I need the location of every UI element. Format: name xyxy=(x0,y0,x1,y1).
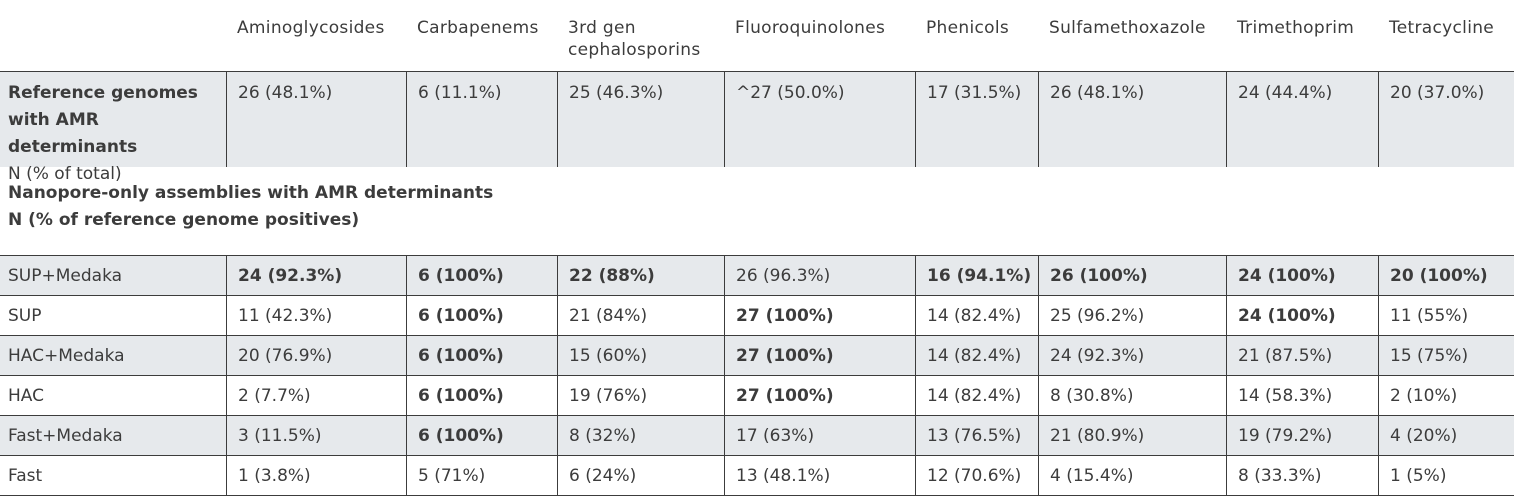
table-cell: 14 (82.4%) xyxy=(915,296,1038,335)
corner-header-cell xyxy=(0,0,226,71)
table-cell: 17 (63%) xyxy=(724,416,915,455)
table-cell: 24 (92.3%) xyxy=(226,256,406,295)
table-cell: 21 (80.9%) xyxy=(1038,416,1226,455)
table-cell: 20 (100%) xyxy=(1378,256,1514,295)
reference-value-cell: 17 (31.5%) xyxy=(915,72,1038,167)
table-row: Fast+Medaka 3 (11.5%) 6 (100%) 8 (32%) 17 (6… xyxy=(0,416,1514,456)
table-cell: 19 (76%) xyxy=(557,376,724,415)
reference-label-line2: with AMR determinants xyxy=(8,110,138,157)
column-header-tetracycline: Tetracycline xyxy=(1389,18,1495,38)
section-heading-line1: Nanopore-only assemblies with AMR determ… xyxy=(8,183,494,203)
table-cell: 13 (76.5%) xyxy=(915,416,1038,455)
reference-value-cell: 20 (37.0%) xyxy=(1378,72,1514,167)
table-cell: 11 (55%) xyxy=(1378,296,1514,335)
table-cell: 14 (82.4%) xyxy=(915,376,1038,415)
column-header-cephalosporins: 3rd gen cephalosporins xyxy=(557,0,724,71)
column-header-sulfamethoxazole: Sulfamethoxazole xyxy=(1049,18,1206,38)
column-header-aminoglycosides: Aminoglycosides xyxy=(237,18,385,38)
table-row: HAC+Medaka 20 (76.9%) 6 (100%) 15 (60%) 27 (… xyxy=(0,336,1514,376)
table-cell: 15 (75%) xyxy=(1378,336,1514,375)
table-cell: 1 (5%) xyxy=(1378,456,1514,495)
table-cell: 21 (87.5%) xyxy=(1226,336,1378,375)
table-cell: 13 (48.1%) xyxy=(724,456,915,495)
table-cell: 22 (88%) xyxy=(557,256,724,295)
table-cell: 8 (32%) xyxy=(557,416,724,455)
section-heading-line2: N (% of reference genome positives) xyxy=(8,210,360,230)
table-cell: 5 (71%) xyxy=(406,456,557,495)
table-cell: 24 (100%) xyxy=(1226,296,1378,335)
table-cell: 27 (100%) xyxy=(724,336,915,375)
reference-value-cell: 26 (48.1%) xyxy=(1038,72,1226,167)
table-row: HAC 2 (7.7%) 6 (100%) 19 (76%) 27 (100%) 14 (… xyxy=(0,376,1514,416)
column-header-fluoroquinolones: Fluoroquinolones xyxy=(735,18,886,38)
table-cell: 4 (20%) xyxy=(1378,416,1514,455)
column-header-cephalosporins-line1: 3rd gen xyxy=(568,18,636,38)
column-header-phenicols: Phenicols xyxy=(926,18,1010,38)
table-cell: 8 (33.3%) xyxy=(1226,456,1378,495)
table-cell: 27 (100%) xyxy=(724,296,915,335)
reference-genomes-row: Reference genomes with AMR determinants … xyxy=(0,72,1514,184)
table-cell: 25 (96.2%) xyxy=(1038,296,1226,335)
table-cell: 24 (100%) xyxy=(1226,256,1378,295)
table-cell: 3 (11.5%) xyxy=(226,416,406,455)
table-cell: 19 (79.2%) xyxy=(1226,416,1378,455)
table-cell: 20 (76.9%) xyxy=(226,336,406,375)
table-cell: 27 (100%) xyxy=(724,376,915,415)
table-cell: 26 (100%) xyxy=(1038,256,1226,295)
reference-value-cell: 6 (11.1%) xyxy=(406,72,557,167)
row-label: Fast xyxy=(8,466,43,486)
table-cell: 6 (100%) xyxy=(406,416,557,455)
column-header-carbapenems: Carbapenems xyxy=(417,18,539,38)
table-cell: 21 (84%) xyxy=(557,296,724,335)
row-label: Fast+Medaka xyxy=(8,426,123,446)
table-row: SUP+Medaka 24 (92.3%) 6 (100%) 22 (88%) 26 (… xyxy=(0,256,1514,296)
table-cell: 8 (30.8%) xyxy=(1038,376,1226,415)
table-cell: 4 (15.4%) xyxy=(1038,456,1226,495)
table-cell: 26 (96.3%) xyxy=(724,256,915,295)
table-cell: 6 (24%) xyxy=(557,456,724,495)
reference-label-line3: N (% of total) xyxy=(8,164,122,184)
table-cell: 2 (10%) xyxy=(1378,376,1514,415)
table-cell: 6 (100%) xyxy=(406,376,557,415)
row-label: HAC+Medaka xyxy=(8,346,125,366)
table-cell: 24 (92.3%) xyxy=(1038,336,1226,375)
table-row: SUP 11 (42.3%) 6 (100%) 21 (84%) 27 (100%) 14… xyxy=(0,296,1514,336)
reference-label-line1: Reference genomes xyxy=(8,83,198,103)
table-cell: 14 (82.4%) xyxy=(915,336,1038,375)
table-cell: 6 (100%) xyxy=(406,336,557,375)
table-row: Fast 1 (3.8%) 5 (71%) 6 (24%) 13 (48.1%) 12 (… xyxy=(0,456,1514,496)
reference-value-cell: 25 (46.3%) xyxy=(557,72,724,167)
column-header-row: Aminoglycosides Carbapenems 3rd gen cepha… xyxy=(0,0,1514,72)
reference-value-cell: 26 (48.1%) xyxy=(226,72,406,167)
reference-row-label: Reference genomes with AMR determinants … xyxy=(0,72,226,184)
row-label: SUP+Medaka xyxy=(8,266,123,286)
table-cell: 6 (100%) xyxy=(406,296,557,335)
table-cell: 11 (42.3%) xyxy=(226,296,406,335)
column-header-cephalosporins-line2: cephalosporins xyxy=(568,40,701,60)
column-header-trimethoprim: Trimethoprim xyxy=(1237,18,1355,38)
table-cell: 14 (58.3%) xyxy=(1226,376,1378,415)
data-rows: SUP+Medaka 24 (92.3%) 6 (100%) 22 (88%) 26 (… xyxy=(0,256,1514,496)
section-heading: Nanopore-only assemblies with AMR determ… xyxy=(0,167,1514,256)
table-cell: 2 (7.7%) xyxy=(226,376,406,415)
table-cell: 15 (60%) xyxy=(557,336,724,375)
table-cell: 12 (70.6%) xyxy=(915,456,1038,495)
table-cell: 16 (94.1%) xyxy=(915,256,1038,295)
row-label: HAC xyxy=(8,386,44,406)
table-cell: 6 (100%) xyxy=(406,256,557,295)
row-label: SUP xyxy=(8,306,42,326)
table-cell: 1 (3.8%) xyxy=(226,456,406,495)
reference-value-cell: 24 (44.4%) xyxy=(1226,72,1378,167)
reference-value-cell: ^27 (50.0%) xyxy=(724,72,915,167)
